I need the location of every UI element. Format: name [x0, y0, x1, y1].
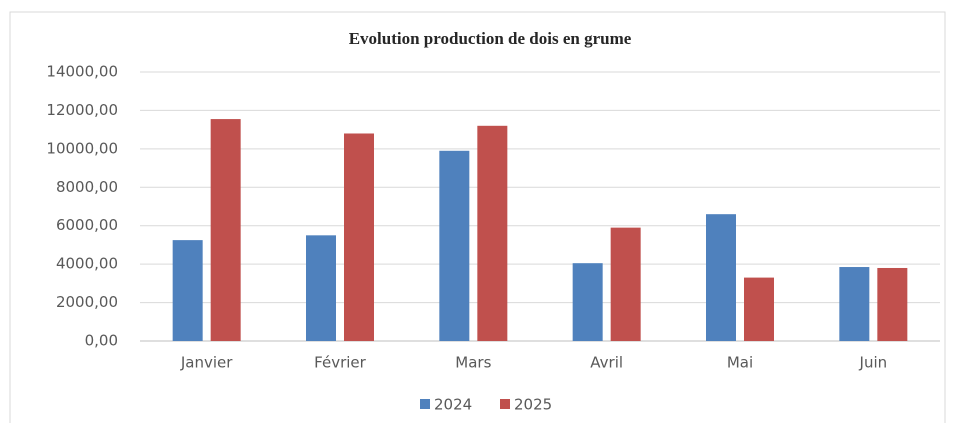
- bar: [477, 125, 508, 341]
- bar: [839, 267, 870, 341]
- bar: [572, 263, 603, 341]
- legend-swatch: [500, 399, 510, 409]
- y-tick-label: 8000,00: [56, 178, 118, 196]
- bar: [610, 227, 641, 341]
- legend-label: 2025: [514, 396, 552, 414]
- y-tick-label: 4000,00: [56, 255, 118, 273]
- bar: [877, 267, 908, 341]
- x-tick-label: Mai: [727, 354, 753, 372]
- bar: [210, 119, 241, 341]
- x-tick-label: Février: [314, 354, 366, 372]
- y-tick-label: 6000,00: [56, 216, 118, 234]
- bar: [706, 214, 736, 341]
- bar: [344, 133, 374, 341]
- x-tick-label: Juin: [859, 354, 888, 372]
- x-tick-label: Avril: [590, 354, 623, 372]
- y-tick-label: 12000,00: [46, 101, 118, 119]
- y-tick-label: 2000,00: [56, 293, 118, 311]
- x-tick-label: Janvier: [180, 354, 233, 372]
- legend-swatch: [420, 399, 430, 409]
- y-tick-label: 14000,00: [46, 63, 118, 81]
- chart-title: Evolution production de dois en grume: [349, 29, 632, 48]
- bar: [744, 277, 774, 341]
- bar: [172, 240, 203, 341]
- legend-label: 2024: [434, 396, 472, 414]
- y-tick-label: 0,00: [85, 332, 118, 350]
- bar: [439, 150, 470, 341]
- x-tick-label: Mars: [455, 354, 491, 372]
- bar: [306, 235, 336, 341]
- y-tick-label: 10000,00: [46, 139, 118, 157]
